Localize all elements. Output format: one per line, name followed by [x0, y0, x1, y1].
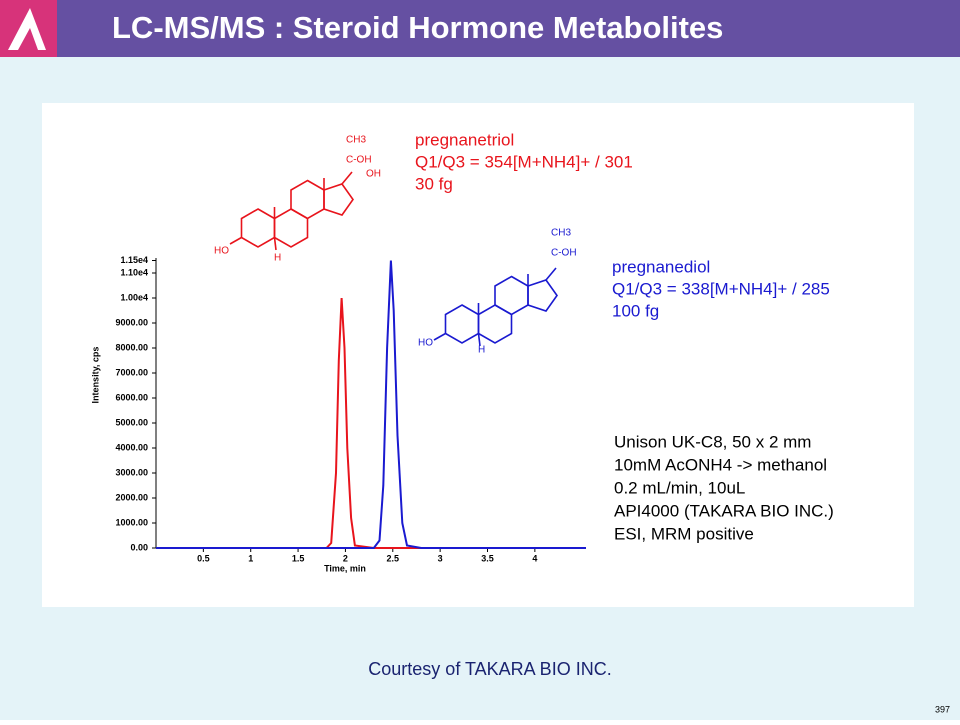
- header-bar: [0, 0, 960, 57]
- series-detail: Q1/Q3 = 338[M+NH4]+ / 285: [612, 279, 830, 298]
- label: OH: [366, 169, 381, 180]
- y-tick-label: 8000.00: [115, 342, 148, 352]
- y-tick-label: 5000.00: [115, 417, 148, 427]
- y-tick-label: 9000.00: [115, 317, 148, 327]
- x-tick-label: 3.5: [481, 553, 494, 563]
- series-detail: 30 fg: [415, 174, 453, 193]
- label: HO: [214, 246, 229, 257]
- y-tick-label: 1.00e4: [120, 292, 148, 302]
- title: LC-MS/MS : Steroid Hormone Metabolites: [112, 10, 723, 45]
- series-name: pregnanediol: [612, 257, 710, 276]
- x-tick-label: 4: [532, 553, 537, 563]
- series-name: pregnanetriol: [415, 130, 514, 149]
- label: C-OH: [551, 248, 577, 259]
- y-tick-label: 2000.00: [115, 492, 148, 502]
- condition: 0.2 mL/min, 10uL: [614, 478, 745, 497]
- credit: Courtesy of TAKARA BIO INC.: [368, 659, 611, 679]
- label: H: [478, 345, 485, 356]
- condition: Unison UK-C8, 50 x 2 mm: [614, 432, 811, 451]
- y-tick-label: 3000.00: [115, 467, 148, 477]
- y-tick-label: 7000.00: [115, 367, 148, 377]
- x-tick-label: 2.5: [387, 553, 400, 563]
- label: HO: [418, 338, 433, 349]
- y-axis-label: Intensity, cps: [90, 347, 100, 404]
- y-tick-label: 6000.00: [115, 392, 148, 402]
- y-tick-label: 1000.00: [115, 517, 148, 527]
- series-line: [156, 260, 586, 549]
- condition: 10mM AcONH4 -> methanol: [614, 455, 827, 474]
- logo-mark: [8, 8, 46, 50]
- y-tick-label: 0.00: [130, 542, 148, 552]
- x-tick-label: 3: [438, 553, 443, 563]
- series-detail: 100 fg: [612, 301, 659, 320]
- label: CH3: [346, 135, 366, 146]
- label: CH3: [551, 228, 571, 239]
- y-tick-label: 1.10e4: [120, 267, 148, 277]
- x-axis-label: Time, min: [324, 563, 366, 573]
- y-tick-label: 4000.00: [115, 442, 148, 452]
- series-detail: Q1/Q3 = 354[M+NH4]+ / 301: [415, 152, 633, 171]
- panel: [42, 103, 914, 607]
- structure-labels: CH3 C-OH HO H: [418, 228, 577, 356]
- label: C-OH: [346, 155, 372, 166]
- y-tick-label: 1.15e4: [120, 255, 148, 265]
- page-number: 397: [935, 704, 950, 714]
- condition: ESI, MRM positive: [614, 524, 754, 543]
- x-tick-label: 1: [248, 553, 253, 563]
- condition: API4000 (TAKARA BIO INC.): [614, 501, 834, 520]
- label: H: [274, 253, 281, 264]
- x-tick-label: 1.5: [292, 553, 305, 563]
- x-tick-label: 0.5: [197, 553, 210, 563]
- structure-labels: CH3 C-OH OH HO H: [214, 135, 381, 264]
- x-tick-label: 2: [343, 553, 348, 563]
